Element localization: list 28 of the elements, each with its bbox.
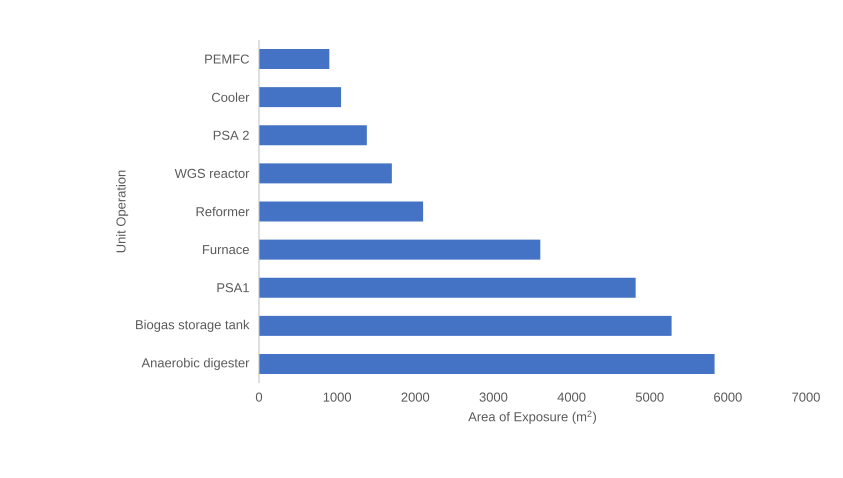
- bar: [259, 125, 367, 146]
- y-tick-label: PEMFC: [205, 54, 249, 64]
- bar: [259, 163, 392, 184]
- bar: [259, 354, 715, 374]
- y-tick-label: Furnace: [203, 245, 249, 254]
- y-tick-label: Reformer: [196, 206, 250, 216]
- y-tick-label: Cooler: [212, 92, 250, 102]
- bar: [259, 87, 342, 108]
- x-tick-label: 1000: [324, 392, 352, 402]
- bar: [259, 240, 540, 260]
- bar: [259, 278, 636, 298]
- y-tick-label: PSA 2: [214, 130, 249, 140]
- x-tick-label: 6000: [714, 392, 742, 402]
- y-tick-label: Biogas storage tank: [136, 320, 250, 332]
- bar: [259, 316, 672, 336]
- y-tick-label: PSA1: [217, 283, 249, 292]
- bar: [259, 49, 330, 70]
- x-tick-label: 0: [256, 392, 262, 402]
- x-tick-label: 4000: [557, 392, 586, 402]
- y-tick-label: Anaerobic digester: [142, 358, 250, 370]
- x-tick-label: 7000: [792, 392, 820, 402]
- x-tick-label: 5000: [636, 392, 664, 402]
- y-tick-label: WGS reactor: [174, 168, 250, 178]
- x-axis-title: Area of Exposure (m$^{2}$): [468, 410, 596, 424]
- x-tick-label: 2000: [402, 392, 430, 402]
- x-tick-label: 3000: [480, 392, 508, 402]
- y-axis-title: Unit Operation: [116, 170, 128, 252]
- bar: [259, 202, 424, 222]
